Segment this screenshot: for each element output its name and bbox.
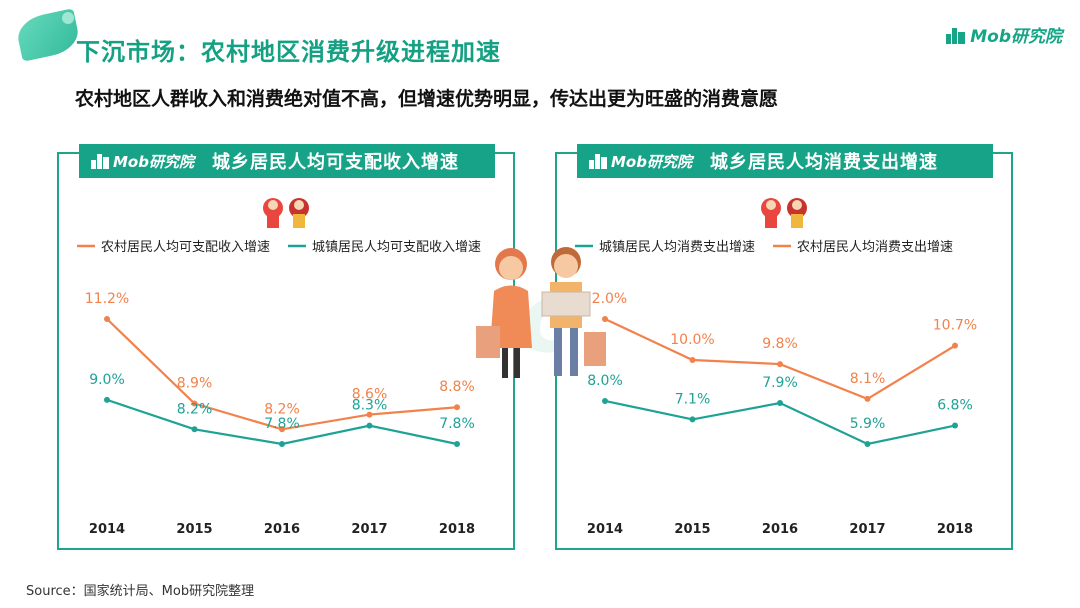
data-point — [279, 441, 285, 447]
data-label: 9.8% — [762, 336, 798, 352]
data-point — [454, 404, 460, 411]
data-label: 8.0% — [587, 373, 623, 389]
data-label: 8.9% — [177, 376, 213, 392]
data-label: 8.6% — [352, 387, 388, 403]
data-label: 8.1% — [850, 371, 886, 387]
data-label: 12.0% — [583, 291, 627, 307]
data-label: 9.0% — [89, 372, 125, 388]
data-point — [454, 441, 460, 447]
x-tick-label: 2016 — [264, 522, 300, 537]
data-point — [777, 400, 783, 407]
logo-icon — [91, 154, 109, 169]
data-point — [952, 422, 958, 429]
data-point — [952, 342, 958, 349]
data-label: 7.1% — [675, 391, 711, 407]
series-line — [604, 399, 956, 446]
data-point — [104, 396, 110, 403]
brand-name: Mob研究院 — [970, 27, 1062, 47]
income-growth-panel: Mob研究院 城乡居民人均可支配收入增速 农村居民人均可支配收入增速 城镇居民人均… — [57, 144, 515, 550]
fortune-god-icon — [263, 198, 309, 228]
data-point — [104, 316, 110, 322]
x-tick-label: 2016 — [762, 522, 798, 537]
x-tick-label: 2017 — [351, 522, 387, 537]
data-point — [602, 397, 608, 404]
x-tick-label: 2015 — [176, 522, 212, 537]
legend-item: 农村居民人均消费支出增速 — [773, 240, 953, 255]
x-tick-label: 2017 — [849, 522, 885, 537]
brand-logo: Mob研究院 — [946, 22, 1062, 47]
legend-item: 城镇居民人均可支配收入增速 — [288, 240, 481, 255]
page-subtitle: 农村地区人群收入和消费绝对值不高，但增速优势明显，传达出更为旺盛的消费意愿 — [75, 88, 779, 110]
legend-label: 农村居民人均可支配收入增速 — [101, 240, 270, 255]
legend-label: 农村居民人均消费支出增速 — [797, 240, 953, 255]
panel-brand: Mob研究院 — [91, 151, 194, 172]
data-label: 10.0% — [670, 332, 714, 348]
income-growth-chart: 农村居民人均可支配收入增速 城镇居民人均可支配收入增速 2014 2015 2016 20… — [77, 240, 481, 537]
data-label: 6.8% — [937, 398, 973, 414]
data-point — [864, 441, 871, 447]
data-point — [864, 395, 871, 402]
data-point — [689, 356, 696, 363]
chart-title: 城乡居民人均可支配收入增速 — [211, 152, 459, 173]
legend-label: 城镇居民人均消费支出增速 — [599, 240, 755, 255]
data-label: 10.7% — [933, 318, 977, 334]
data-label: 5.9% — [850, 416, 886, 432]
data-point — [191, 400, 198, 407]
x-tick-label: 2014 — [587, 522, 623, 537]
data-point — [777, 361, 783, 368]
legend-item: 农村居民人均可支配收入增速 — [77, 240, 270, 255]
data-point — [602, 316, 608, 322]
data-point — [366, 411, 373, 418]
data-label: 7.8% — [439, 416, 475, 432]
data-label: 8.2% — [264, 401, 300, 417]
data-label: 8.3% — [352, 398, 388, 414]
x-tick-label: 2014 — [89, 522, 125, 537]
data-point — [366, 422, 373, 429]
fortune-god-icon — [761, 198, 807, 228]
shoppers-illustration — [476, 247, 606, 378]
panel-brand: Mob研究院 — [589, 151, 692, 172]
logo-icon — [589, 154, 607, 169]
chart-title: 城乡居民人均消费支出增速 — [709, 152, 938, 173]
legend-label: 城镇居民人均可支配收入增速 — [312, 240, 481, 255]
page-title: 下沉市场：农村地区消费升级进程加速 — [76, 38, 501, 66]
x-tick-label: 2015 — [674, 522, 710, 537]
data-point — [689, 416, 696, 423]
x-tick-label: 2018 — [439, 522, 475, 537]
data-label: 7.8% — [264, 416, 300, 432]
panel-header: Mob研究院 城乡居民人均消费支出增速 — [577, 144, 993, 178]
data-label: 8.2% — [177, 401, 213, 417]
data-label: 8.8% — [439, 379, 475, 395]
data-label: 11.2% — [85, 291, 129, 307]
legend-item: 城镇居民人均消费支出增速 — [575, 240, 755, 255]
data-label: 7.9% — [762, 375, 798, 391]
data-point — [191, 426, 198, 433]
consumption-growth-chart: 城镇居民人均消费支出增速 农村居民人均消费支出增速 2014 2015 2016 2017… — [575, 240, 977, 537]
panel-header: Mob研究院 城乡居民人均可支配收入增速 — [79, 144, 495, 178]
source-note: Source：国家统计局、Mob研究院整理 — [26, 584, 255, 599]
data-point — [279, 426, 285, 433]
x-tick-label: 2018 — [937, 522, 973, 537]
consumption-growth-panel: Mob研究院 城乡居民人均消费支出增速 城镇居民人均消费支出增速 农村居民人均消费… — [555, 144, 1013, 550]
decorative-dot — [62, 12, 74, 24]
logo-icon — [946, 26, 966, 44]
